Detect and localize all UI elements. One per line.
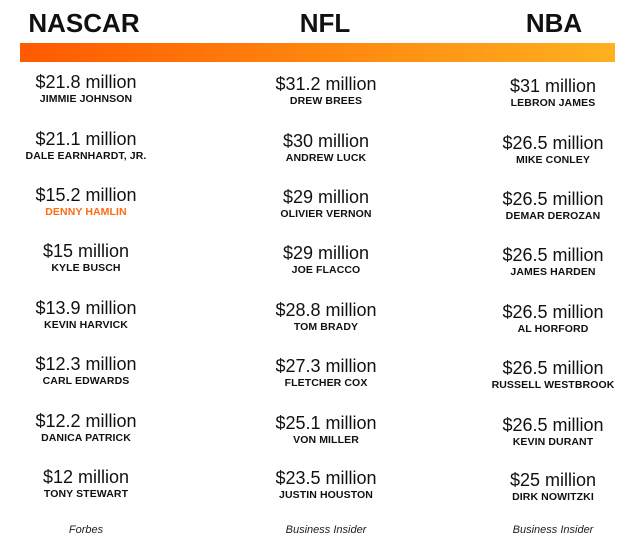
source-nba: Business Insider bbox=[512, 524, 594, 536]
player-name: DREW BREES bbox=[289, 95, 363, 107]
orange-divider-bar bbox=[20, 43, 615, 62]
salary-amount: $26.5 million bbox=[502, 415, 604, 435]
salary-entry: $25.1 million VON MILLER bbox=[221, 413, 431, 447]
salary-amount: $12.3 million bbox=[35, 354, 137, 374]
salary-entry: $31.2 million DREW BREES bbox=[221, 74, 431, 108]
salary-amount: $23.5 million bbox=[275, 468, 377, 488]
player-name: VON MILLER bbox=[293, 434, 359, 446]
salary-entry: $12 million TONY STEWART bbox=[0, 467, 191, 501]
salary-entry: $29 million OLIVIER VERNON bbox=[221, 187, 431, 221]
salary-entry: $27.3 million FLETCHER COX bbox=[221, 356, 431, 390]
player-name: DALE EARNHARDT, JR. bbox=[25, 150, 147, 162]
player-name: JUSTIN HOUSTON bbox=[279, 489, 373, 501]
salary-entry: $29 million JOE FLACCO bbox=[221, 243, 431, 277]
salary-amount: $25 million bbox=[509, 470, 597, 490]
player-name: RUSSELL WESTBROOK bbox=[491, 379, 615, 391]
player-name: TONY STEWART bbox=[43, 488, 129, 500]
salary-entry: $26.5 million AL HORFORD bbox=[448, 302, 636, 336]
salary-entry: $12.3 million CARL EDWARDS bbox=[0, 354, 191, 388]
player-name: DIRK NOWITZKI bbox=[512, 491, 594, 503]
salary-amount: $29 million bbox=[282, 187, 370, 207]
salary-amount: $29 million bbox=[282, 243, 370, 263]
salary-entry: $30 million ANDREW LUCK bbox=[221, 131, 431, 165]
column-nfl: Business Insider $31.2 million DREW BREES… bbox=[221, 0, 431, 548]
salary-amount: $28.8 million bbox=[275, 300, 377, 320]
salary-amount: $12 million bbox=[42, 467, 130, 487]
salary-entry: $23.5 million JUSTIN HOUSTON bbox=[221, 468, 431, 502]
salary-amount: $12.2 million bbox=[35, 411, 137, 431]
player-name: JIMMIE JOHNSON bbox=[39, 93, 133, 105]
player-name: AL HORFORD bbox=[517, 323, 589, 335]
salary-amount: $31 million bbox=[509, 76, 597, 96]
player-name: LEBRON JAMES bbox=[510, 97, 596, 109]
salary-amount: $21.1 million bbox=[35, 129, 137, 149]
salary-amount: $30 million bbox=[282, 131, 370, 151]
salary-amount: $27.3 million bbox=[275, 356, 377, 376]
salary-entry: $26.5 million JAMES HARDEN bbox=[448, 245, 636, 279]
player-name: JAMES HARDEN bbox=[510, 266, 596, 278]
salary-amount: $21.8 million bbox=[35, 72, 137, 92]
player-name: CARL EDWARDS bbox=[42, 375, 130, 387]
salary-entry: $21.8 million JIMMIE JOHNSON bbox=[0, 72, 191, 106]
salary-entry: $26.5 million KEVIN DURANT bbox=[448, 415, 636, 449]
source-nascar: Forbes bbox=[68, 524, 104, 536]
player-name: KYLE BUSCH bbox=[51, 262, 121, 274]
header-nba: NBA bbox=[525, 8, 583, 38]
player-name: DEMAR DEROZAN bbox=[505, 210, 601, 222]
player-name: TOM BRADY bbox=[293, 321, 359, 333]
salary-entry: $26.5 million DEMAR DEROZAN bbox=[448, 189, 636, 223]
salary-amount: $31.2 million bbox=[275, 74, 377, 94]
salary-amount: $13.9 million bbox=[35, 298, 137, 318]
column-nba: Business Insider $31 million LEBRON JAMES… bbox=[448, 0, 636, 548]
salary-entry: $13.9 million KEVIN HARVICK bbox=[0, 298, 191, 332]
player-name: DENNY HAMLIN bbox=[45, 206, 127, 218]
salary-entry: $12.2 million DANICA PATRICK bbox=[0, 411, 191, 445]
player-name: OLIVIER VERNON bbox=[280, 208, 372, 220]
header-nfl: NFL bbox=[299, 8, 351, 38]
salary-entry: $28.8 million TOM BRADY bbox=[221, 300, 431, 334]
salary-amount: $26.5 million bbox=[502, 133, 604, 153]
salary-entry: $31 million LEBRON JAMES bbox=[448, 76, 636, 110]
salary-amount: $26.5 million bbox=[502, 245, 604, 265]
salary-entry: $15.2 million DENNY HAMLIN bbox=[0, 185, 191, 219]
salary-entry: $25 million DIRK NOWITZKI bbox=[448, 470, 636, 504]
player-name: JOE FLACCO bbox=[291, 264, 361, 276]
salary-amount: $26.5 million bbox=[502, 358, 604, 378]
salary-entry: $21.1 million DALE EARNHARDT, JR. bbox=[0, 129, 191, 163]
player-name: DANICA PATRICK bbox=[41, 432, 131, 444]
salary-entry: $26.5 million MIKE CONLEY bbox=[448, 133, 636, 167]
salary-entry: $15 million KYLE BUSCH bbox=[0, 241, 191, 275]
salary-entry: $26.5 million RUSSELL WESTBROOK bbox=[448, 358, 636, 392]
salary-amount: $15.2 million bbox=[35, 185, 137, 205]
salary-amount: $26.5 million bbox=[502, 302, 604, 322]
salary-amount: $26.5 million bbox=[502, 189, 604, 209]
header-nascar: NASCAR bbox=[28, 8, 140, 38]
source-nfl: Business Insider bbox=[285, 524, 367, 536]
player-name: MIKE CONLEY bbox=[515, 154, 591, 166]
player-name: ANDREW LUCK bbox=[285, 152, 367, 164]
player-name: FLETCHER COX bbox=[284, 377, 368, 389]
salary-amount: $25.1 million bbox=[275, 413, 377, 433]
player-name: KEVIN DURANT bbox=[512, 436, 594, 448]
salary-amount: $15 million bbox=[42, 241, 130, 261]
player-name: KEVIN HARVICK bbox=[44, 319, 128, 331]
column-nascar: Forbes $21.8 million JIMMIE JOHNSON $21.1 … bbox=[0, 0, 191, 548]
